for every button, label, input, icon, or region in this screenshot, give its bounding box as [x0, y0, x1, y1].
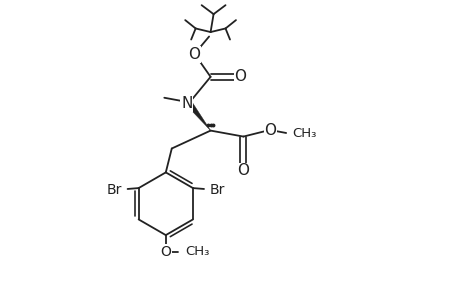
- Text: CH₃: CH₃: [292, 127, 316, 140]
- Text: Br: Br: [106, 183, 121, 196]
- Text: N: N: [181, 96, 192, 111]
- Text: O: O: [264, 123, 276, 138]
- Text: O: O: [160, 244, 171, 259]
- Text: O: O: [234, 69, 246, 84]
- Text: Br: Br: [209, 183, 225, 196]
- Text: O: O: [237, 164, 249, 178]
- Text: O: O: [188, 47, 200, 62]
- Text: CH₃: CH₃: [185, 245, 209, 258]
- Polygon shape: [188, 103, 210, 130]
